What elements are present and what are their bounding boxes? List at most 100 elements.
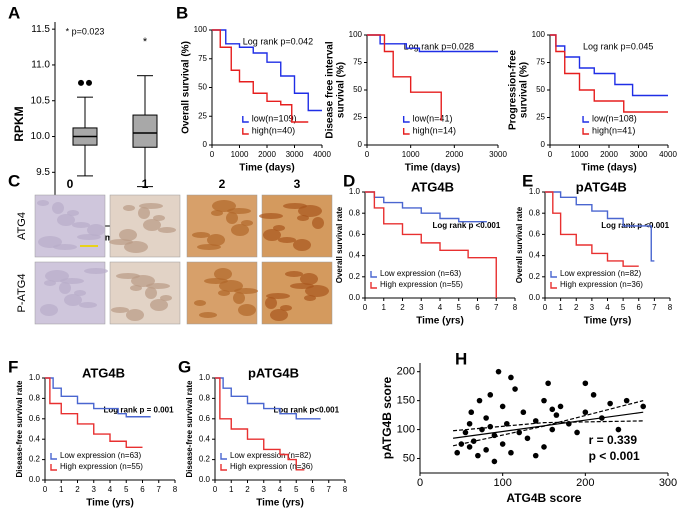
x-axis-label: Time (yrs)	[584, 316, 632, 327]
survival-curve	[45, 377, 143, 449]
tissue	[285, 271, 303, 277]
y-axis-label: survival (%)	[336, 62, 347, 118]
legend-symbol	[242, 128, 249, 135]
x-tick-label: 0	[548, 150, 553, 159]
x-tick-label: 3000	[489, 150, 507, 159]
y-tick-label: 0.2	[199, 455, 211, 464]
point	[462, 429, 469, 436]
x-tick-label: 2	[75, 485, 80, 494]
annotation: *	[143, 36, 148, 48]
panel-letter: A	[8, 3, 20, 22]
y-tick-label: 0.6	[29, 414, 41, 423]
panel-letter: F	[8, 357, 18, 376]
tissue	[227, 208, 251, 214]
y-tick-label: 0.0	[29, 475, 41, 484]
y-axis-label: pATG4B score	[380, 376, 394, 459]
y-tick-label: 1.0	[349, 187, 361, 196]
chart-title: pATG4B	[248, 365, 299, 380]
point	[520, 409, 527, 416]
tissue	[293, 239, 311, 251]
x-tick-label: 3	[262, 485, 267, 494]
x-tick-label: 3000	[630, 150, 648, 159]
x-tick-label: 5	[124, 485, 129, 494]
point	[483, 415, 489, 421]
outlier	[86, 79, 92, 86]
legend-label: Low expression (n=82)	[560, 269, 641, 278]
point	[454, 449, 461, 456]
tissue	[300, 273, 318, 285]
x-tick-label: 1000	[402, 150, 420, 159]
x-tick-label: 3	[590, 303, 595, 312]
column-label: 0	[67, 177, 74, 191]
survival-curve	[550, 34, 668, 113]
y-tick-label: 11.0	[31, 60, 50, 71]
tissue	[145, 287, 157, 299]
point	[468, 409, 475, 416]
tissue	[123, 205, 135, 211]
tissue	[59, 282, 71, 294]
tissue	[158, 227, 176, 233]
x-tick-label: 0	[43, 485, 48, 494]
tissue	[273, 225, 285, 231]
tissue	[64, 294, 82, 306]
tissue	[231, 224, 249, 236]
y-tick-label: 50	[353, 85, 362, 94]
tissue	[52, 202, 64, 214]
confidence-band	[453, 420, 644, 432]
y-tick-label: 100	[194, 25, 208, 34]
tissue	[60, 278, 84, 284]
tissue	[194, 300, 206, 306]
legend-symbol	[550, 271, 557, 278]
x-tick-label: 100	[493, 477, 511, 489]
annotation: r = 0.339	[589, 433, 638, 447]
point	[466, 444, 473, 450]
legend-symbol	[220, 464, 227, 471]
tissue	[150, 299, 168, 311]
tissue	[57, 214, 75, 226]
y-tick-label: 75	[536, 58, 545, 67]
y-axis-label: Disease free interval	[325, 41, 336, 139]
point	[541, 444, 547, 450]
y-tick-label: 100	[532, 30, 546, 39]
x-tick-label: 4000	[659, 150, 677, 159]
x-tick-label: 1	[558, 303, 563, 312]
legend-label: High expression (n=55)	[380, 280, 463, 289]
y-tick-label: 0	[203, 140, 208, 149]
point	[499, 441, 506, 447]
point	[582, 380, 589, 387]
x-tick-label: 7	[157, 485, 162, 494]
x-tick-label: 8	[668, 303, 673, 312]
legend-symbol	[370, 271, 377, 278]
x-axis-label: Time (days)	[239, 163, 294, 174]
tissue	[265, 297, 277, 309]
y-tick-label: 0.2	[529, 272, 541, 281]
survival-curve	[367, 34, 498, 53]
y-tick-label: 0	[358, 140, 363, 149]
x-tick-label: 2	[245, 485, 250, 494]
annotation: Log rank p = 0.001	[104, 406, 175, 415]
chart-title: ATG4B	[411, 179, 454, 194]
survival-curve	[212, 29, 322, 112]
y-tick-label: 75	[198, 54, 207, 63]
x-tick-label: 6	[475, 303, 480, 312]
column-label: 1	[142, 177, 149, 191]
x-tick-label: 2	[574, 303, 579, 312]
x-tick-label: 6	[310, 485, 315, 494]
legend-label: Low expression (n=82)	[230, 451, 311, 460]
point	[607, 400, 613, 407]
tissue	[79, 302, 97, 308]
x-tick-label: 4000	[313, 150, 331, 159]
y-tick-label: 0.4	[29, 434, 41, 443]
annotation: Log rank p=0.042	[243, 36, 313, 46]
tissue	[84, 268, 108, 274]
y-tick-label: 0.2	[349, 272, 361, 281]
point	[504, 420, 510, 427]
y-axis-label: RPKM	[12, 106, 26, 141]
x-tick-label: 3	[92, 485, 97, 494]
x-tick-label: 0	[543, 303, 548, 312]
tissue	[212, 200, 236, 212]
panel-letter: B	[176, 3, 188, 22]
tissue	[219, 280, 243, 292]
chart-title: pATG4B	[576, 179, 627, 194]
x-tick-label: 1	[229, 485, 234, 494]
